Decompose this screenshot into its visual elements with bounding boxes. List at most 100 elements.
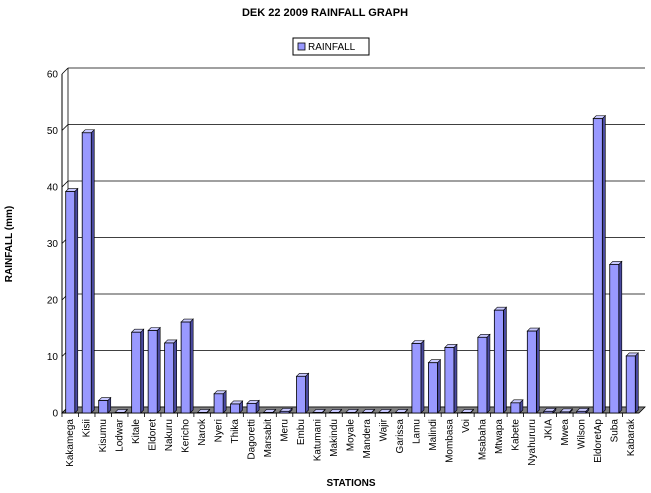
bar — [312, 412, 323, 414]
bar — [263, 412, 274, 414]
bar-side — [453, 343, 458, 414]
bar — [510, 402, 521, 414]
x-tick-label: Moyale — [346, 419, 357, 452]
bar-side — [437, 358, 441, 414]
x-tick-label: Lodwar — [115, 418, 126, 451]
bar-side — [74, 187, 79, 414]
x-tick-label: Meru — [280, 419, 291, 442]
x-tick-label: Kabete — [510, 419, 521, 451]
bar-side — [156, 326, 161, 414]
bar-side — [503, 306, 507, 414]
bar — [559, 411, 570, 414]
x-tick-label: Kakamega — [65, 419, 76, 467]
gridline-side — [61, 67, 69, 75]
legend-box — [292, 37, 370, 56]
x-tick-label: Nakuru — [164, 419, 175, 451]
x-tick-label: Voi — [461, 419, 472, 433]
bar — [362, 412, 372, 414]
bar — [246, 402, 257, 414]
x-tick-label: Kisii — [82, 419, 93, 437]
bar-side — [140, 328, 145, 414]
x-tick-label: Nyeri — [214, 419, 225, 442]
bar — [279, 410, 290, 414]
bar — [411, 343, 422, 414]
bar — [65, 191, 76, 414]
y-tick-label: 40 — [47, 183, 59, 194]
bar — [114, 412, 125, 414]
gridline-side — [61, 124, 69, 131]
bar — [477, 336, 488, 414]
x-tick-label: JKIA — [543, 419, 554, 440]
bar — [625, 355, 636, 414]
bar — [345, 412, 356, 414]
bar — [427, 362, 438, 414]
bar — [576, 410, 587, 414]
legend-label: RAINFALL — [308, 42, 356, 53]
bar — [526, 330, 537, 414]
x-tick-label: Narok — [197, 418, 208, 446]
y-tick-label: 10 — [47, 352, 59, 363]
x-tick-label: Kabarak — [626, 418, 637, 456]
gridline-side — [61, 180, 69, 188]
bar — [378, 412, 389, 414]
x-tick-label: Thika — [230, 419, 241, 444]
bar — [460, 412, 471, 414]
bar — [131, 331, 142, 414]
x-tick-label: Mwea — [560, 419, 571, 446]
bar — [197, 412, 208, 414]
x-tick-label: Mombasa — [444, 419, 455, 463]
x-tick-label: Dagoretti — [247, 419, 258, 460]
bar — [81, 132, 92, 414]
bar-side — [305, 372, 309, 414]
x-tick-label: Garissa — [395, 419, 406, 454]
bar-side — [486, 333, 491, 414]
x-tick-label: Kisumu — [98, 419, 109, 452]
chart-title: DEK 22 2009 RAINFALL GRAPH — [242, 7, 408, 19]
bar-side — [618, 260, 623, 414]
y-tick-label: 30 — [47, 239, 59, 250]
bar — [592, 118, 603, 414]
bar-side — [222, 390, 227, 414]
bar — [395, 412, 405, 414]
bar — [296, 375, 306, 414]
bar-side — [173, 339, 177, 414]
x-axis-title: STATIONS — [326, 478, 375, 489]
bar-side — [634, 352, 639, 414]
y-tick-label: 60 — [47, 70, 59, 81]
x-tick-label: Katumani — [313, 419, 324, 461]
x-tick-label: Malindi — [428, 419, 439, 451]
bar — [213, 393, 224, 414]
y-tick-label: 20 — [47, 296, 59, 307]
legend-swatch — [297, 42, 306, 51]
x-tick-label: Makindu — [329, 419, 340, 457]
x-tick-label: Nyahururu — [527, 419, 538, 466]
bar-side — [189, 318, 194, 414]
y-tick-label: 50 — [47, 126, 59, 137]
bar — [98, 400, 109, 414]
plot-area: 0 10 20 30 40 50 60 Kakamega Kisii Kisumu Lodwar Ki… — [47, 67, 646, 467]
bar — [329, 412, 339, 414]
bar-side — [90, 129, 95, 414]
bar — [609, 264, 620, 414]
bar — [543, 410, 554, 414]
x-tick-label: EldoretAp — [593, 419, 604, 463]
legend: RAINFALL — [292, 37, 370, 56]
bar — [164, 342, 175, 414]
x-tick-label: Kericho — [181, 419, 192, 453]
bar — [493, 309, 504, 414]
bar — [147, 330, 158, 414]
x-tick-label: Mandera — [362, 419, 373, 459]
x-tick-label: Lamu — [411, 419, 422, 444]
bar — [180, 321, 191, 414]
x-tick-label: Kitale — [131, 419, 142, 444]
x-tick-label: Embu — [296, 419, 307, 445]
x-tick-label: Marsabit — [263, 419, 274, 458]
x-tick-label: Mtwapa — [494, 419, 505, 454]
x-tick-label: Wilson — [576, 419, 587, 449]
bar-side — [420, 339, 425, 414]
bar-side — [602, 114, 606, 414]
y-axis-title: RAINFALL (mm) — [4, 206, 15, 282]
y-tick-label: 0 — [52, 409, 58, 420]
x-tick-label: Wajir — [378, 418, 389, 441]
